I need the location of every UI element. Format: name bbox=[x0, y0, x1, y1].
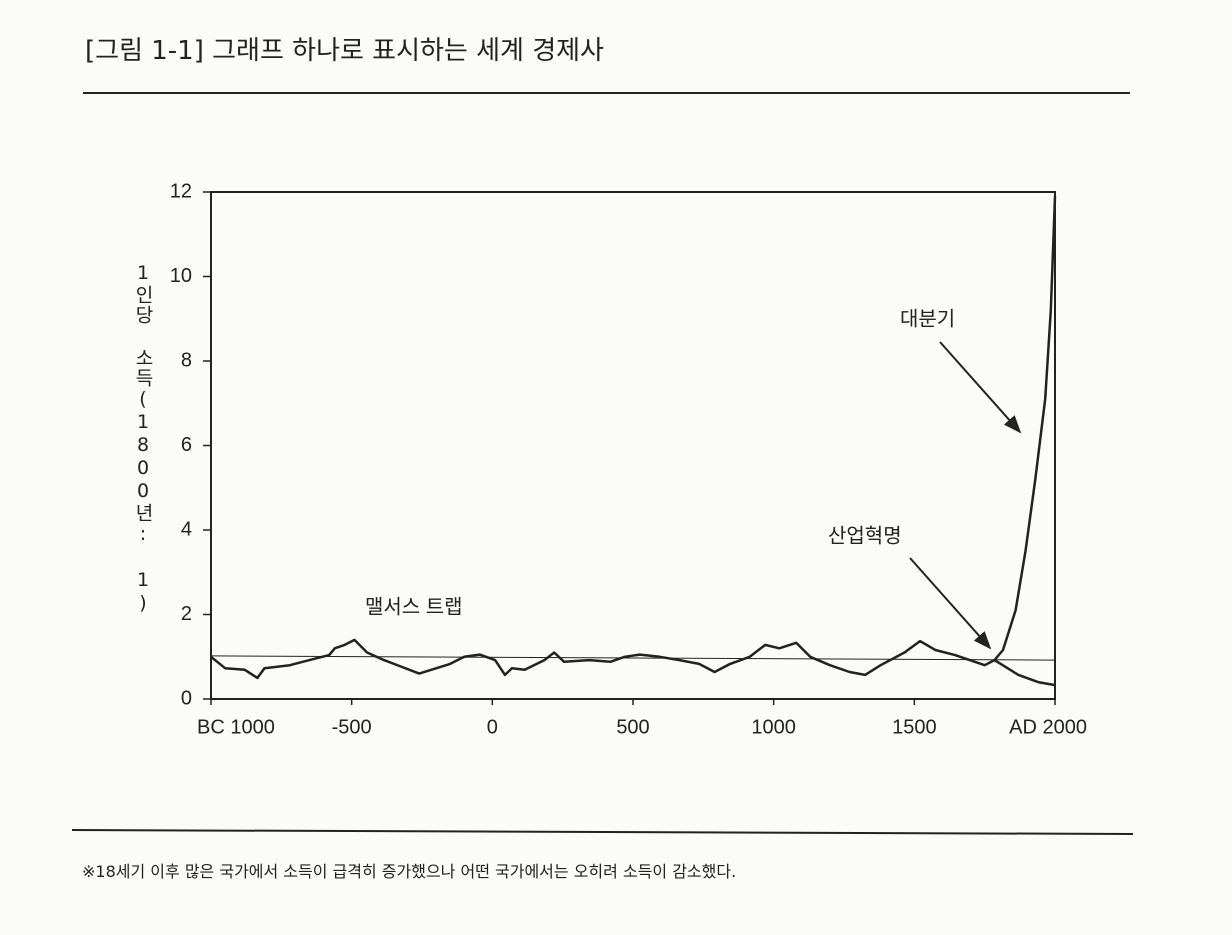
data-line bbox=[210, 655, 1056, 661]
y-tick-label: 12 bbox=[170, 180, 192, 202]
y-tick-label: 2 bbox=[181, 603, 192, 625]
plot-frame bbox=[210, 191, 1056, 700]
x-tick-label: 1500 bbox=[892, 716, 937, 738]
y-tick-label: 8 bbox=[181, 349, 192, 371]
x-tick-label: -500 bbox=[332, 716, 372, 738]
x-tick-label: 1000 bbox=[751, 716, 796, 738]
y-tick-label: 4 bbox=[181, 518, 192, 540]
arrow bbox=[939, 341, 1022, 434]
y-axis-label: 1인당 소득(1800년: 1) bbox=[132, 262, 154, 615]
footnote: ※18세기 이후 많은 국가에서 소득이 급격히 증가했으나 어떤 국가에서는 … bbox=[82, 862, 737, 881]
arrow bbox=[909, 557, 992, 650]
annotation: 맬서스 트랩 bbox=[365, 595, 463, 618]
x-tick-label: BC 1000 bbox=[197, 716, 275, 738]
y-tick-label: 10 bbox=[170, 265, 192, 287]
annotation: 대분기 bbox=[900, 307, 955, 330]
figure-title: [그림 1-1] 그래프 하나로 표시하는 세계 경제사 bbox=[85, 36, 604, 66]
y-tick-label: 6 bbox=[181, 434, 192, 456]
data-line bbox=[210, 196, 1057, 680]
x-tick-label: AD 2000 bbox=[1009, 716, 1087, 738]
y-tick-label: 0 bbox=[181, 687, 192, 709]
x-tick-label: 0 bbox=[487, 716, 498, 738]
x-tick-label: 500 bbox=[616, 716, 649, 738]
annotation: 산업혁명 bbox=[828, 524, 902, 547]
data-line bbox=[993, 659, 1056, 687]
footer-rule bbox=[71, 829, 1134, 835]
